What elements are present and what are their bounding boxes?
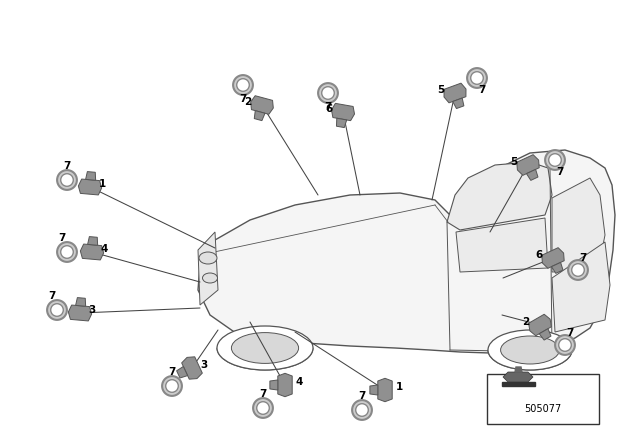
Polygon shape	[198, 150, 615, 353]
Text: 7: 7	[239, 94, 246, 104]
Polygon shape	[88, 237, 98, 245]
Polygon shape	[503, 372, 533, 382]
Polygon shape	[251, 96, 273, 114]
Ellipse shape	[470, 72, 483, 84]
Polygon shape	[270, 380, 278, 390]
Polygon shape	[517, 155, 539, 175]
Ellipse shape	[257, 402, 269, 414]
Ellipse shape	[232, 332, 299, 363]
Ellipse shape	[322, 87, 334, 99]
Ellipse shape	[57, 170, 77, 190]
Polygon shape	[337, 118, 347, 128]
Ellipse shape	[162, 376, 182, 396]
Polygon shape	[452, 98, 464, 108]
Polygon shape	[86, 172, 95, 180]
Ellipse shape	[572, 264, 584, 276]
Ellipse shape	[318, 83, 338, 103]
Polygon shape	[81, 244, 104, 260]
Text: 4: 4	[295, 377, 303, 387]
Polygon shape	[370, 385, 378, 395]
Ellipse shape	[237, 79, 250, 91]
Polygon shape	[529, 314, 552, 336]
Ellipse shape	[568, 260, 588, 280]
Text: 2: 2	[244, 97, 252, 107]
Polygon shape	[552, 263, 563, 273]
Ellipse shape	[356, 404, 368, 416]
Polygon shape	[332, 103, 355, 121]
Ellipse shape	[51, 304, 63, 316]
Text: 7: 7	[168, 367, 176, 377]
Polygon shape	[502, 382, 535, 386]
Text: 1: 1	[99, 179, 106, 189]
Text: 7: 7	[48, 291, 56, 301]
Bar	[487, 374, 599, 424]
Ellipse shape	[61, 246, 74, 258]
Text: 3: 3	[88, 305, 95, 315]
Ellipse shape	[166, 380, 179, 392]
Polygon shape	[552, 242, 610, 332]
Polygon shape	[515, 367, 522, 372]
Polygon shape	[542, 248, 564, 268]
Text: 7: 7	[358, 391, 365, 401]
Ellipse shape	[61, 174, 74, 186]
Polygon shape	[540, 329, 551, 340]
Text: 1: 1	[396, 382, 403, 392]
Text: 7: 7	[478, 85, 486, 95]
Ellipse shape	[488, 330, 572, 370]
Polygon shape	[378, 378, 392, 402]
Ellipse shape	[199, 252, 217, 264]
Ellipse shape	[352, 400, 372, 420]
Text: 7: 7	[259, 389, 267, 399]
Polygon shape	[68, 305, 92, 321]
Ellipse shape	[545, 150, 565, 170]
Polygon shape	[76, 297, 86, 306]
Polygon shape	[78, 179, 102, 195]
Polygon shape	[182, 357, 202, 379]
Text: 6: 6	[536, 250, 543, 260]
Polygon shape	[217, 348, 313, 370]
Polygon shape	[447, 162, 552, 230]
Polygon shape	[488, 350, 572, 370]
Text: 7: 7	[324, 102, 332, 112]
Text: 2: 2	[522, 317, 530, 327]
Polygon shape	[552, 178, 605, 272]
Ellipse shape	[559, 339, 572, 351]
Ellipse shape	[253, 398, 273, 418]
Ellipse shape	[57, 242, 77, 262]
Polygon shape	[278, 373, 292, 396]
Ellipse shape	[217, 326, 313, 370]
Text: 505077: 505077	[524, 404, 562, 414]
Ellipse shape	[202, 273, 218, 283]
Text: 7: 7	[579, 253, 587, 263]
Polygon shape	[177, 366, 188, 378]
Text: 5: 5	[437, 85, 445, 95]
Polygon shape	[456, 218, 548, 272]
Ellipse shape	[467, 68, 487, 88]
Polygon shape	[198, 232, 218, 305]
Text: 7: 7	[566, 328, 573, 338]
Ellipse shape	[47, 300, 67, 320]
Ellipse shape	[233, 75, 253, 95]
Ellipse shape	[500, 336, 559, 364]
Text: 5: 5	[510, 157, 518, 167]
Polygon shape	[254, 111, 265, 121]
Ellipse shape	[548, 154, 561, 166]
Polygon shape	[444, 83, 466, 103]
Ellipse shape	[555, 335, 575, 355]
Text: 7: 7	[58, 233, 66, 243]
Text: 6: 6	[325, 104, 333, 114]
Text: 7: 7	[63, 161, 70, 171]
Text: 3: 3	[200, 360, 207, 370]
Text: 7: 7	[556, 167, 564, 177]
Polygon shape	[527, 169, 538, 181]
Text: 4: 4	[100, 244, 108, 254]
